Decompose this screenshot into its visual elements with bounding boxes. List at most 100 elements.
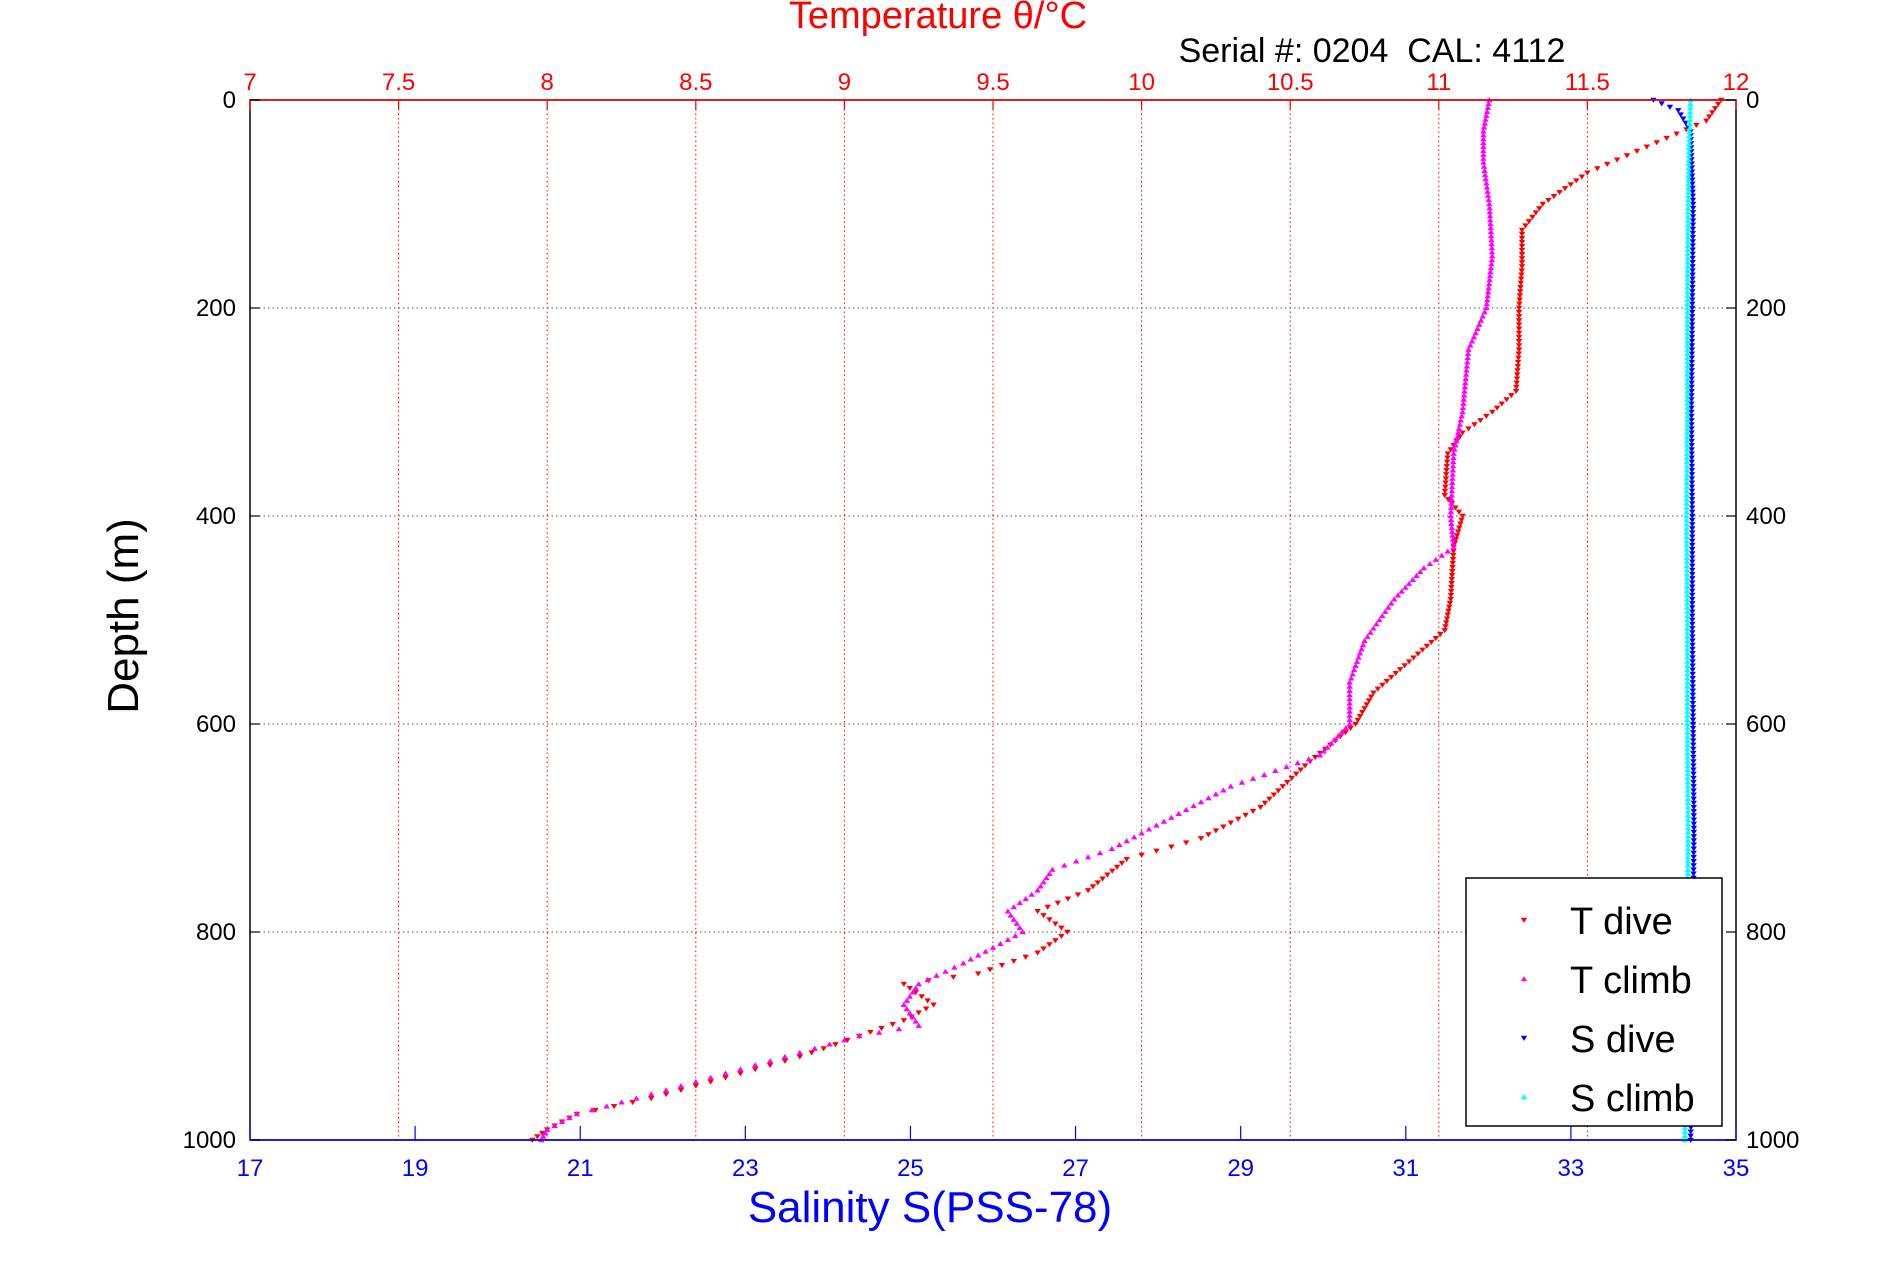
data-point: [1684, 692, 1691, 698]
data-point: [1689, 559, 1696, 565]
data-point: [1684, 762, 1691, 768]
data-point: [1688, 505, 1696, 511]
data-point: [1689, 218, 1697, 224]
data-point: [1689, 663, 1696, 669]
data-point: [1683, 442, 1691, 448]
data-point: [1016, 900, 1023, 906]
data-point: [1685, 149, 1693, 155]
depth-tick-label-right: 1000: [1746, 1127, 1799, 1154]
data-point: [1481, 172, 1489, 178]
data-point: [1480, 151, 1487, 157]
data-point: [1689, 700, 1697, 707]
data-point: [1443, 472, 1450, 478]
data-point: [1688, 455, 1695, 461]
data-point: [1689, 651, 1696, 657]
data-point: [1684, 201, 1692, 207]
data-point: [1684, 400, 1691, 406]
data-point: [1689, 181, 1696, 187]
data-point: [1448, 488, 1456, 494]
data-point: [1477, 317, 1485, 323]
data-point: [1686, 129, 1693, 135]
data-point: [1683, 492, 1690, 498]
data-point: [1689, 547, 1696, 553]
data-point: [1153, 822, 1160, 828]
data-point: [1238, 779, 1246, 785]
data-point: [889, 1022, 896, 1028]
data-point: [1688, 384, 1695, 390]
data-point: [629, 1100, 636, 1106]
data-point: [1099, 876, 1106, 882]
data-point: [1686, 113, 1694, 119]
data-point: [1690, 817, 1698, 823]
data-point: [1684, 820, 1692, 827]
data-point: [1515, 343, 1523, 349]
data-point: [1684, 721, 1691, 727]
data-point: [832, 1042, 839, 1048]
data-point: [1689, 526, 1696, 532]
depth-tick-label-left: 200: [196, 295, 236, 322]
data-point: [1684, 409, 1691, 415]
chart-subtitle: Serial #: 0204 CAL: 4112: [1179, 32, 1566, 70]
data-point: [1483, 413, 1490, 420]
data-point: [1689, 210, 1697, 216]
data-point: [967, 956, 974, 962]
data-point: [1689, 621, 1696, 628]
data-point: [1513, 380, 1520, 386]
data-point: [1447, 504, 1455, 510]
data-point: [1518, 231, 1526, 237]
data-point: [1517, 276, 1525, 282]
data-point: [1683, 542, 1690, 548]
data-point: [692, 1078, 699, 1084]
data-point: [1529, 214, 1536, 220]
data-point: [1689, 684, 1696, 690]
data-point: [1689, 243, 1696, 249]
data-point: [1688, 330, 1696, 336]
data-point: [1448, 520, 1455, 527]
data-point: [1689, 226, 1697, 232]
data-point: [1123, 838, 1130, 844]
data-point: [930, 1002, 937, 1008]
data-point: [1448, 500, 1455, 506]
legend-label: S climb: [1570, 1078, 1695, 1120]
data-point: [1684, 629, 1691, 635]
data-point: [1689, 659, 1696, 665]
data-point: [1423, 643, 1431, 649]
data-point: [912, 1018, 919, 1024]
data-point: [1450, 552, 1457, 559]
data-point: [1689, 297, 1696, 303]
data-point: [1689, 734, 1697, 740]
data-point: [989, 944, 997, 950]
data-point: [1288, 775, 1295, 781]
data-point: [951, 964, 958, 970]
data-point: [1518, 268, 1525, 274]
data-point: [1480, 159, 1487, 165]
depth-tick-label-right: 600: [1746, 711, 1786, 738]
data-point: [1305, 756, 1312, 762]
data-point: [1153, 848, 1160, 854]
data-point: [1688, 476, 1696, 482]
data-point: [1683, 508, 1690, 515]
data-point: [1123, 856, 1130, 863]
data-point: [1687, 109, 1694, 115]
data-point: [1487, 217, 1494, 223]
data-point: [781, 1053, 789, 1060]
data-point: [1684, 375, 1691, 381]
data-point: [1388, 674, 1395, 681]
data-point: [1346, 700, 1353, 706]
data-point: [1684, 205, 1692, 211]
data-point: [1518, 239, 1526, 246]
data-point: [1464, 350, 1472, 356]
data-point: [1684, 367, 1691, 373]
data-point: [1518, 247, 1526, 254]
data-point: [1684, 292, 1691, 298]
data-point: [1684, 251, 1691, 257]
data-point: [1518, 260, 1526, 266]
data-point: [1684, 687, 1691, 693]
data-point: [1339, 728, 1346, 735]
data-point: [1689, 551, 1696, 557]
data-point: [1689, 201, 1697, 207]
data-point: [1483, 301, 1491, 307]
grid-lines: [250, 100, 1736, 1140]
data-point: [1689, 522, 1696, 528]
data-point: [1689, 667, 1696, 673]
